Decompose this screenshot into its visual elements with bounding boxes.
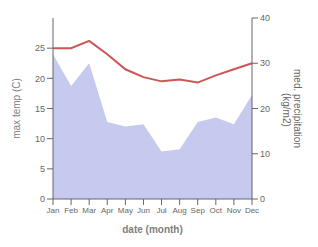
svg-text:20: 20 <box>260 104 270 114</box>
svg-text:5: 5 <box>40 164 45 174</box>
svg-text:Nov: Nov <box>227 206 241 215</box>
svg-text:med. precipitation (kg/m2): med. precipitation (kg/m2) <box>281 69 303 148</box>
svg-text:date (month): date (month) <box>122 224 183 235</box>
svg-text:15: 15 <box>35 104 45 114</box>
svg-text:10: 10 <box>260 149 270 159</box>
svg-text:max temp (C): max temp (C) <box>11 78 22 139</box>
svg-text:Dec: Dec <box>245 206 259 215</box>
svg-text:Aug: Aug <box>173 206 187 215</box>
svg-text:Jul: Jul <box>156 206 166 215</box>
svg-text:25: 25 <box>35 43 45 53</box>
svg-text:10: 10 <box>35 134 45 144</box>
svg-text:Oct: Oct <box>210 206 223 215</box>
svg-text:Apr: Apr <box>101 206 114 215</box>
svg-text:Jun: Jun <box>137 206 150 215</box>
svg-text:Feb: Feb <box>64 206 78 215</box>
svg-text:20: 20 <box>35 74 45 84</box>
svg-text:Mar: Mar <box>82 206 96 215</box>
svg-text:0: 0 <box>260 194 265 204</box>
svg-text:Jan: Jan <box>47 206 60 215</box>
svg-text:40: 40 <box>260 13 270 23</box>
svg-text:0: 0 <box>40 194 45 204</box>
svg-text:May: May <box>118 206 133 215</box>
svg-text:Sep: Sep <box>191 206 206 215</box>
svg-text:30: 30 <box>260 58 270 68</box>
